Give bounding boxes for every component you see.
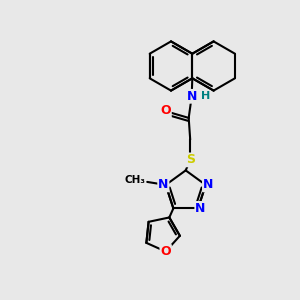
Text: H: H [201, 91, 210, 101]
Text: O: O [160, 245, 171, 258]
Text: S: S [186, 153, 195, 167]
Text: O: O [160, 104, 171, 118]
Text: CH₃: CH₃ [124, 176, 146, 185]
Text: N: N [203, 178, 213, 191]
Text: N: N [187, 90, 197, 103]
Text: N: N [195, 202, 206, 215]
Text: N: N [158, 178, 169, 191]
